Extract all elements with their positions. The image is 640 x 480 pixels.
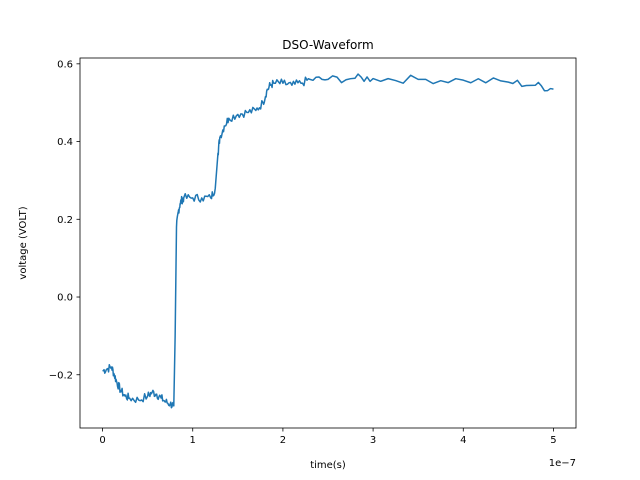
x-tick-label: 3 [370, 435, 376, 446]
x-axis-offset-text: 1e−7 [549, 458, 576, 469]
y-axis-label: voltage (VOLT) [18, 206, 29, 279]
y-axis-ticks: −0.2 0.0 0.2 0.4 0.6 [49, 59, 80, 381]
y-tick-label: 0.6 [57, 59, 73, 70]
x-tick-label: 4 [460, 435, 466, 446]
x-tick-label: 0 [99, 435, 105, 446]
y-tick-label: −0.2 [49, 370, 73, 381]
plot-area [79, 57, 577, 429]
x-axis-label: time(s) [310, 460, 346, 471]
x-tick-label: 5 [550, 435, 556, 446]
x-tick-label: 2 [280, 435, 286, 446]
chart-title: DSO-Waveform [282, 38, 373, 52]
series-line [102, 73, 554, 409]
axes-background [80, 58, 576, 428]
y-tick-label: 0.2 [57, 215, 73, 226]
y-tick-label: 0.0 [57, 293, 73, 304]
x-axis-ticks: 0 1 2 3 4 5 [99, 428, 557, 446]
x-tick-label: 1 [190, 435, 196, 446]
y-tick-label: 0.4 [57, 137, 73, 148]
axes-frame [79, 57, 577, 429]
